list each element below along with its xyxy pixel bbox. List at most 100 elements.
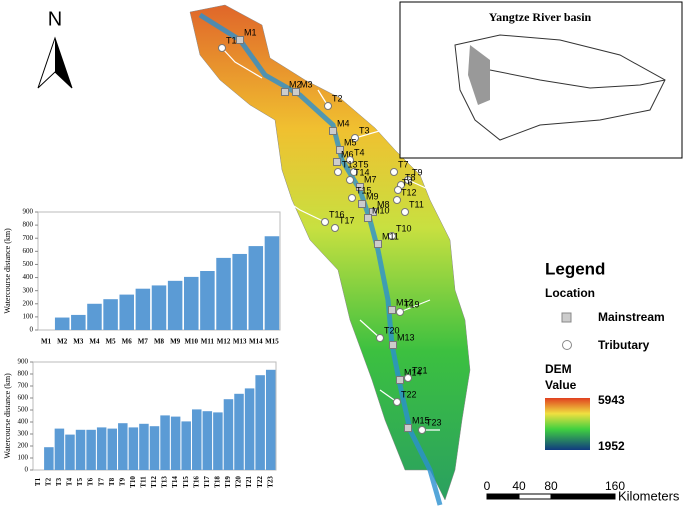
bar bbox=[255, 375, 265, 470]
site-label: T17 bbox=[339, 215, 355, 225]
x-tick-label: M4 bbox=[89, 338, 100, 346]
site-label: T15 bbox=[356, 185, 372, 195]
legend-mainstream: Mainstream bbox=[598, 310, 665, 324]
mainstream-site bbox=[336, 146, 344, 154]
bar bbox=[86, 429, 96, 470]
x-tick-label: T13 bbox=[161, 476, 169, 488]
legend-tributary: Tributary bbox=[598, 338, 650, 352]
x-tick-label: T18 bbox=[214, 476, 222, 488]
mainstream-site bbox=[389, 341, 397, 349]
tributary-site bbox=[404, 374, 412, 382]
legend-title: Legend bbox=[545, 259, 605, 278]
x-tick-label: T14 bbox=[171, 476, 179, 488]
x-tick-label: T4 bbox=[66, 477, 74, 486]
legend-ramp bbox=[545, 398, 590, 450]
scale-tick: 0 bbox=[484, 479, 491, 493]
site-label: T6 bbox=[402, 177, 413, 187]
mainstream-site bbox=[358, 200, 366, 208]
tributary-site bbox=[404, 176, 412, 184]
x-tick-label: T1 bbox=[34, 477, 42, 486]
site-label: M3 bbox=[300, 79, 313, 89]
x-tick-label: T17 bbox=[203, 476, 211, 488]
legend-circle bbox=[562, 340, 572, 350]
bar bbox=[216, 257, 231, 330]
bar bbox=[200, 271, 215, 330]
x-tick-label: M2 bbox=[57, 338, 68, 346]
tributary-site bbox=[321, 218, 329, 226]
tributary-site bbox=[346, 176, 354, 184]
x-tick-label: T19 bbox=[224, 476, 232, 488]
tributary-site bbox=[218, 44, 226, 52]
bar bbox=[71, 314, 86, 330]
site-label: T9 bbox=[412, 167, 423, 177]
tributary-site bbox=[348, 194, 356, 202]
bar bbox=[160, 415, 170, 470]
bar bbox=[118, 423, 128, 470]
site-label: M14 bbox=[404, 367, 422, 377]
site-label: M1 bbox=[244, 27, 257, 37]
bar bbox=[167, 280, 183, 330]
y-tick-label: 700 bbox=[18, 382, 29, 390]
bar bbox=[107, 428, 117, 470]
mainstream-site bbox=[369, 208, 377, 216]
bar bbox=[192, 409, 202, 470]
x-tick-label: M11 bbox=[201, 338, 215, 346]
north-arrow-half bbox=[55, 38, 72, 88]
bar bbox=[54, 317, 70, 330]
x-tick-label: M1 bbox=[41, 338, 52, 346]
tributary-site bbox=[350, 168, 358, 176]
y-tick-label: 400 bbox=[18, 418, 29, 426]
site-label: M9 bbox=[366, 191, 379, 201]
y-tick-label: 200 bbox=[18, 442, 29, 450]
legend-max: 5943 bbox=[598, 393, 625, 407]
tributary-site bbox=[418, 426, 426, 434]
mainstream-site bbox=[333, 158, 341, 166]
mainstream-site bbox=[388, 306, 396, 314]
mainstream-site bbox=[329, 127, 337, 135]
site-label: T13 bbox=[342, 159, 358, 169]
tributary-site bbox=[388, 232, 396, 240]
site-label: T7 bbox=[398, 159, 409, 169]
site-label: T4 bbox=[354, 147, 365, 157]
tributary-site bbox=[390, 168, 398, 176]
bar bbox=[128, 427, 139, 470]
bar bbox=[202, 411, 213, 470]
site-label: M5 bbox=[344, 137, 357, 147]
bar bbox=[248, 246, 264, 330]
x-tick-label: T10 bbox=[129, 476, 137, 488]
x-tick-label: T21 bbox=[245, 476, 253, 488]
bar bbox=[135, 288, 151, 330]
y-tick-label: 300 bbox=[18, 430, 29, 438]
bar bbox=[265, 369, 276, 470]
tributaries bbox=[221, 47, 441, 431]
y-tick-label: 500 bbox=[18, 406, 29, 414]
y-tick-label: 900 bbox=[18, 358, 29, 366]
site-label: M2 bbox=[289, 79, 302, 89]
x-tick-label: T16 bbox=[192, 476, 200, 488]
site-label: T19 bbox=[404, 299, 420, 309]
x-tick-label: T8 bbox=[108, 477, 116, 486]
x-tick-label: M15 bbox=[265, 338, 279, 346]
site-label: T12 bbox=[401, 187, 417, 197]
y-tick-label: 600 bbox=[23, 247, 34, 255]
tributary-site bbox=[393, 398, 401, 406]
tributary-site bbox=[394, 186, 402, 194]
tributary-site bbox=[331, 224, 339, 232]
y-tick-label: 100 bbox=[18, 454, 29, 462]
x-tick-label: T12 bbox=[150, 476, 158, 488]
y-tick-label: 100 bbox=[23, 312, 34, 320]
site-label: T3 bbox=[359, 125, 370, 135]
bar bbox=[244, 388, 255, 470]
site-label: T5 bbox=[358, 159, 369, 169]
x-tick-label: T7 bbox=[97, 477, 105, 486]
tributary-site bbox=[396, 308, 404, 316]
tributary-site bbox=[324, 102, 332, 110]
y-axis-label: Watercourse distance (km) bbox=[3, 373, 12, 459]
inset-river bbox=[489, 69, 666, 89]
x-tick-label: T3 bbox=[55, 477, 63, 486]
legend-location: Location bbox=[545, 286, 595, 300]
site-label: M8 bbox=[377, 199, 390, 209]
y-tick-label: 600 bbox=[18, 394, 29, 402]
bar bbox=[139, 423, 149, 470]
